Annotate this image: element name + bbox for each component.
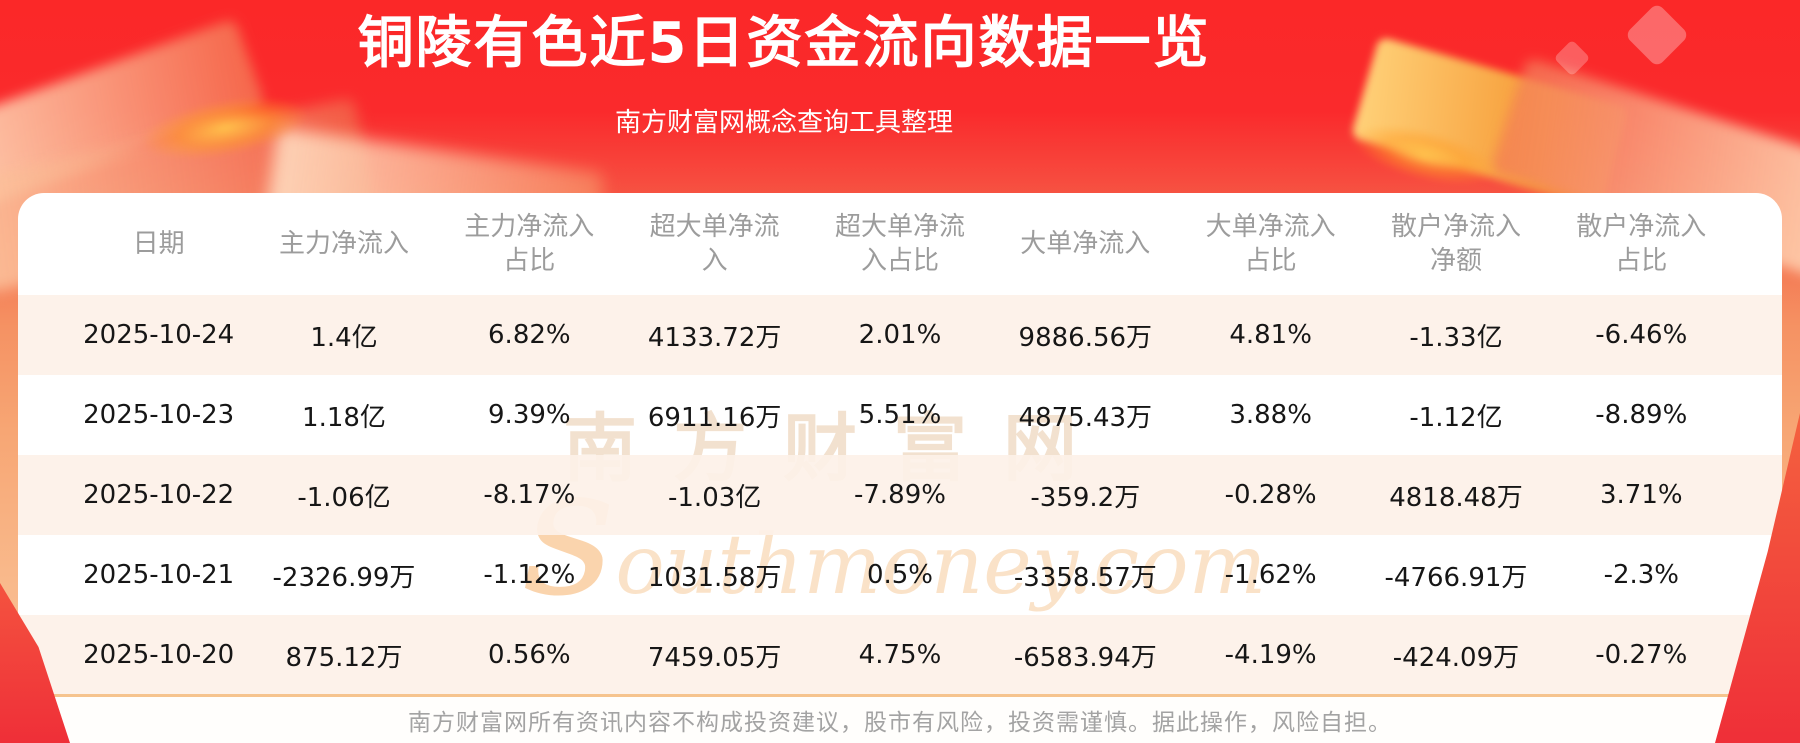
header-date: 日期 bbox=[132, 229, 185, 259]
table-cell: 2.01% bbox=[858, 320, 942, 350]
table-cell: -1.03亿 bbox=[668, 482, 762, 513]
header-main-net-inflow-pct: 主力净流入占比 bbox=[464, 212, 595, 276]
table-cell: -424.09万 bbox=[1392, 642, 1520, 673]
table-cell: 4133.72万 bbox=[647, 322, 782, 353]
date-cell: 2025-10-22 bbox=[83, 480, 235, 510]
table-cell: -1.33亿 bbox=[1409, 322, 1503, 353]
table-cell: 9886.56万 bbox=[1018, 322, 1153, 353]
hero-header: 铜陵有色近5日资金流向数据一览 南方财富网概念查询工具整理 bbox=[0, 0, 1568, 139]
table-row: 2025-10-21 -2326.99万 -1.12% 1031.58万 0.5… bbox=[18, 535, 1782, 615]
table-cell: -6583.94万 bbox=[1013, 642, 1157, 673]
table-cell: -3358.57万 bbox=[1013, 562, 1157, 593]
table-cell: -359.2万 bbox=[1030, 482, 1141, 513]
table-cell: 4818.48万 bbox=[1389, 482, 1523, 513]
header-retail-net-inflow-pct: 散户净流入占比 bbox=[1576, 212, 1707, 276]
table-row: 2025-10-24 1.4亿 6.82% 4133.72万 2.01% 988… bbox=[18, 295, 1782, 375]
table-row: 2025-10-22 -1.06亿 -8.17% -1.03亿 -7.89% -… bbox=[18, 455, 1782, 535]
table-cell: -1.62% bbox=[1224, 560, 1317, 590]
divider-line bbox=[0, 694, 1800, 697]
table-cell: 9.39% bbox=[488, 400, 571, 430]
table-row: 2025-10-23 1.18亿 9.39% 6911.16万 5.51% 48… bbox=[18, 375, 1782, 455]
table-cell: 4.75% bbox=[858, 640, 942, 670]
table-cell: -0.28% bbox=[1224, 480, 1317, 510]
table-cell: -4766.91万 bbox=[1384, 562, 1528, 593]
table-cell: 7459.05万 bbox=[647, 642, 782, 673]
table-cell: 6911.16万 bbox=[647, 402, 782, 433]
table-cell: 1.4亿 bbox=[310, 322, 378, 353]
table-cell: -7.89% bbox=[853, 480, 946, 510]
table-cell: 0.5% bbox=[866, 560, 933, 590]
table-cell: 3.71% bbox=[1599, 480, 1683, 510]
table-row: 2025-10-20 875.12万 0.56% 7459.05万 4.75% … bbox=[18, 615, 1782, 695]
table-cell: -2326.99万 bbox=[272, 562, 416, 593]
table-cell: 4875.43万 bbox=[1018, 402, 1153, 433]
table-cell: 0.56% bbox=[488, 640, 571, 670]
header-main-net-inflow: 主力净流入 bbox=[278, 229, 409, 259]
header-retail-net-inflow-amount: 散户净流入净额 bbox=[1390, 212, 1521, 276]
table-body: 2025-10-24 1.4亿 6.82% 4133.72万 2.01% 988… bbox=[18, 295, 1782, 695]
table-cell: 6.82% bbox=[488, 320, 571, 350]
date-cell: 2025-10-23 bbox=[83, 400, 235, 430]
table-cell: 875.12万 bbox=[285, 642, 403, 673]
date-cell: 2025-10-21 bbox=[83, 560, 235, 590]
decor-sparkle-diamond-1 bbox=[1624, 2, 1690, 68]
table-cell: -1.12亿 bbox=[1409, 402, 1503, 433]
header-large-order-net-inflow: 大单净流入 bbox=[1020, 229, 1151, 259]
table-cell: -1.12% bbox=[483, 560, 576, 590]
page-title: 铜陵有色近5日资金流向数据一览 bbox=[357, 11, 1211, 76]
table-cell: -6.46% bbox=[1595, 320, 1688, 350]
header-xl-order-net-inflow: 超大单净流入 bbox=[649, 212, 780, 276]
table-cell: -1.06亿 bbox=[297, 482, 391, 513]
disclaimer-text: 南方财富网所有资讯内容不构成投资建议，股市有风险，投资需谨慎。据此操作，风险自担… bbox=[408, 710, 1392, 736]
date-cell: 2025-10-20 bbox=[83, 640, 235, 670]
footer-bar: 南方财富网所有资讯内容不构成投资建议，股市有风险，投资需谨慎。据此操作，风险自担… bbox=[0, 697, 1800, 743]
table-cell: 1031.58万 bbox=[647, 562, 782, 593]
header-large-order-net-inflow-pct: 大单净流入占比 bbox=[1205, 212, 1336, 276]
table-cell: 1.18亿 bbox=[302, 402, 386, 433]
table-cell: -8.17% bbox=[483, 480, 576, 510]
table-cell: -0.27% bbox=[1595, 640, 1688, 670]
table-cell: -8.89% bbox=[1595, 400, 1688, 430]
table-cell: 5.51% bbox=[858, 400, 942, 430]
table-cell: -2.3% bbox=[1603, 560, 1679, 590]
date-cell: 2025-10-24 bbox=[83, 320, 235, 350]
table-header-row: 日期 主力净流入 主力净流入占比 超大单净流入 超大单净流入占比 大单净流入 大… bbox=[18, 193, 1782, 295]
table-cell: -4.19% bbox=[1224, 640, 1317, 670]
table-cell: 4.81% bbox=[1229, 320, 1312, 350]
table-cell: 3.88% bbox=[1229, 400, 1312, 430]
page-subtitle: 南方财富网概念查询工具整理 bbox=[614, 108, 953, 138]
data-table-card: 南方财富网 southmoney.com 日期 主力净流入 主力净流入占比 超大… bbox=[18, 193, 1782, 695]
header-xl-order-net-inflow-pct: 超大单净流入占比 bbox=[834, 212, 965, 276]
